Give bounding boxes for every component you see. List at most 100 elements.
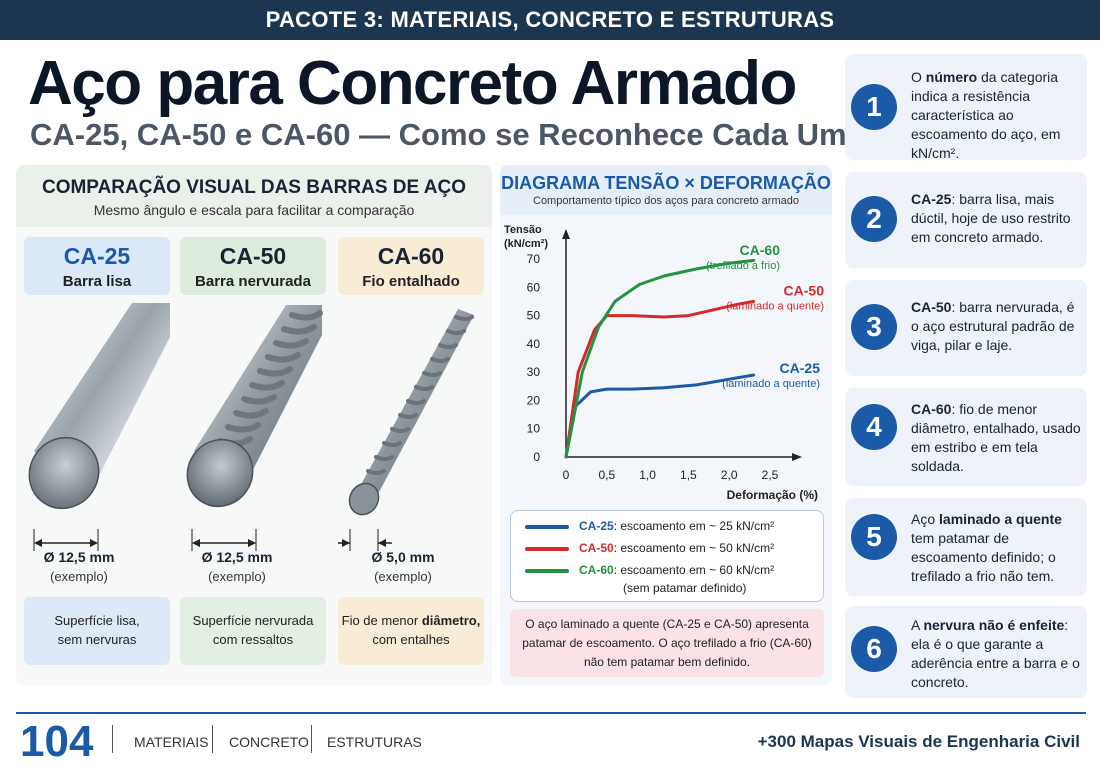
footer-brand: +300 Mapas Visuais de Engenharia Civil [757,732,1080,751]
footer-separator [112,725,113,753]
note-line: não tem patamar bem definido. [583,655,751,669]
step-number: 2 [851,196,897,242]
series-label: CA-60 [740,242,781,258]
footer-item-concreto: CONCRETO [229,734,309,750]
bar-column-ca25: CA-25 Barra lisa Ø 12,5 mm (exemplo) [24,237,170,667]
legend-item-ca60: CA-60: escoamento em ~ 60 kN/cm² [525,563,774,581]
x-tick-label: 1,0 [639,468,656,482]
legend-text: : escoamento em ~ 50 kN/cm² [613,541,775,555]
x-tick-label: 1,5 [680,468,697,482]
step-text: CA-25: barra lisa, mais dúctil, hoje de … [911,191,1071,245]
legend-swatch [525,546,569,551]
ribbed-bar-image [186,305,323,508]
diagram-subtitle: Comportamento típico dos aços para concr… [533,195,799,207]
x-axis-label: Deformação (%) [727,488,818,502]
bar-diameter: Ø 12,5 mm [201,549,273,565]
bar-desc-line1: Superfície nervurada [192,613,314,628]
comparison-header: COMPARAÇÃO VISUAL DAS BARRAS DE AÇO Mesm… [16,165,492,227]
bar-desc-line1: Superfície lisa, [54,613,140,628]
diagram-note: O aço laminado a quente (CA-25 e CA-50) … [510,609,824,677]
series-label: CA-25 [780,360,821,376]
step-number: 4 [851,404,897,450]
diagram-title: DIAGRAMA TENSÃO × DEFORMAÇÃO [501,173,831,193]
step-card-2: 2 CA-25: barra lisa, mais dúctil, hoje d… [845,172,1087,268]
page-title: Aço para Concreto Armado [28,49,797,118]
bar-tag: CA-50 Barra nervurada [180,237,326,295]
diameter-dimension [33,529,99,551]
bar-example-note: (exemplo) [50,569,108,584]
step-number: 3 [851,304,897,350]
x-tick-label: 2,5 [762,468,779,482]
bar-description: Superfície nervurada com ressaltos [180,597,326,665]
step-text: CA-60: fio de menor diâmetro, entalhado,… [911,401,1081,474]
plain-bar-image [28,303,170,510]
diagram-panel: DIAGRAMA TENSÃO × DEFORMAÇÃO Comportamen… [500,165,832,685]
x-tick-label: 0,5 [598,468,615,482]
series-sublabel: (laminado a quente) [722,378,820,390]
series-line-ca-50 [564,299,756,459]
y-tick-label: 30 [527,365,541,379]
comparison-subtitle: Mesmo ângulo e escala para facilitar a c… [93,202,415,218]
series-sublabel: (laminado a quente) [726,300,824,312]
legend-swatch [525,524,569,529]
y-tick-label: 60 [527,280,541,294]
bar-code: CA-25 [63,243,131,269]
step-card-6: 6 A nervura não é enfeite: ela é o que g… [845,606,1087,698]
legend-swatch [525,568,569,573]
step-card-5: 5 Aço laminado a quente tem patamar de e… [845,498,1087,596]
y-axis-arrow [562,229,570,239]
comparison-panel: COMPARAÇÃO VISUAL DAS BARRAS DE AÇO Mesm… [16,165,492,685]
step-text: A nervura não é enfeite: ela é o que gar… [911,617,1080,690]
bar-code: CA-50 [219,243,287,269]
bar-diameter: Ø 12,5 mm [43,549,115,565]
stress-strain-chart: 0 10 20 30 40 50 60 70 0 0,5 1,0 1,5 2,0 2,5 Tensão (kN… [504,224,824,502]
y-tick-label: 70 [527,252,541,266]
note-line: patamar de escoamento. O aço trefilado a… [522,636,812,650]
note-line: O aço laminado a quente (CA-25 e CA-50) … [525,617,809,631]
footer-item-estruturas: ESTRUTURAS [327,734,422,750]
legend-name: CA-25 [579,519,614,533]
y-axis-label-unit: (kN/cm²) [504,238,548,250]
footer-item-materiais: MATERIAIS [134,734,209,750]
bar-column-ca50: CA-50 Barra nervurada [180,237,326,667]
bar-type: Fio entalhado [362,273,460,290]
legend-item-ca25: CA-25: escoamento em ~ 25 kN/cm² [525,519,774,537]
footer-divider [16,712,1086,714]
bar-type: Barra lisa [62,273,132,290]
bar-code: CA-60 [377,243,445,269]
legend-text: : escoamento em ~ 60 kN/cm² [613,563,775,577]
series-line-ca-25 [564,373,756,459]
bar-diameter: Ø 5,0 mm [371,549,435,565]
bar-column-ca60: CA-60 Fio entalhado Ø 5,0 mm [338,237,484,667]
chart-legend: CA-25: escoamento em ~ 25 kN/cm² CA-50: … [510,510,824,602]
bar-desc-bold: diâmetro, [421,613,481,628]
step-number: 6 [851,626,897,672]
bar-desc-line2: com ressaltos [212,632,294,647]
header-banner: PACOTE 3: MATERIAIS, CONCRETO E ESTRUTUR… [0,0,1100,40]
y-tick-label: 10 [527,422,541,436]
step-text: Aço laminado a quente tem patamar de esc… [911,511,1062,584]
step-number: 1 [851,84,897,130]
y-tick-label: 20 [527,393,541,407]
diameter-dimension [191,529,257,551]
step-text: CA-50: barra nervurada, é o aço estrutur… [911,299,1075,353]
bar-description: Fio de menor diâmetro, com entalhes [338,597,484,665]
bar-description: Superfície lisa, sem nervuras [24,597,170,665]
bar-tag: CA-60 Fio entalhado [338,237,484,295]
notched-wire-image [348,309,474,516]
legend-text: : escoamento em ~ 25 kN/cm² [613,519,775,533]
legend-note: (sem patamar definido) [623,581,747,595]
bar-desc-line1: Fio de menor [341,613,419,628]
step-card-4: 4 CA-60: fio de menor diâmetro, entalhad… [845,388,1087,486]
bar-example-note: (exemplo) [208,569,266,584]
y-axis-label: Tensão [504,224,542,236]
bar-tag: CA-25 Barra lisa [24,237,170,295]
bar-type: Barra nervurada [195,273,311,290]
x-axis-arrow [792,453,802,461]
x-tick-label: 2,0 [721,468,738,482]
page-subtitle: CA-25, CA-50 e CA-60 — Como se Reconhece… [30,117,847,152]
bar-example-note: (exemplo) [374,569,432,584]
series-sublabel: (trefilado a frio) [706,260,780,272]
legend-item-ca50: CA-50: escoamento em ~ 50 kN/cm² [525,541,774,559]
page-number: 104 [20,717,94,766]
